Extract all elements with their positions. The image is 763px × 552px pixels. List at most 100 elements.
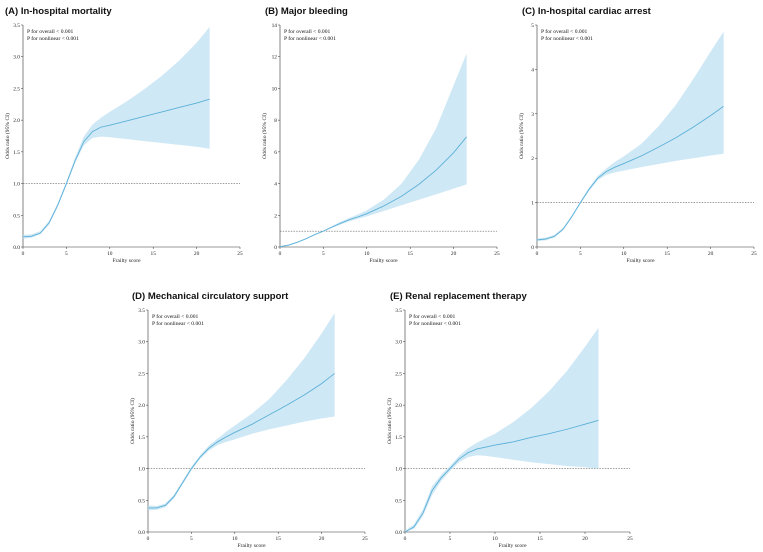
y-tick-label: 2.0 <box>395 403 402 409</box>
y-tick-label: 0.0 <box>13 245 20 251</box>
panel-mechanical-circulatory-support: (D) Mechanical circulatory support P for … <box>129 291 368 549</box>
x-axis-label: Frailty score <box>237 543 266 549</box>
x-tick-label: 20 <box>194 251 200 257</box>
y-tick-label: 1.0 <box>395 467 402 473</box>
odds-ratio-curve <box>536 105 724 241</box>
x-tick-label: 25 <box>751 251 757 257</box>
x-tick-label: 15 <box>151 251 157 257</box>
y-tick-label: 2.0 <box>138 403 145 409</box>
confidence-band <box>537 31 724 242</box>
confidence-band <box>405 327 599 532</box>
x-tick-label: 5 <box>449 536 452 542</box>
y-tick-label: 3.5 <box>138 308 145 314</box>
x-tick-label: 0 <box>404 536 407 542</box>
y-tick-label: 8 <box>274 118 277 124</box>
x-tick-label: 20 <box>582 536 588 542</box>
y-tick-label: 10 <box>272 86 278 92</box>
p-value-annotation: P for nonlinear < 0.001 <box>409 320 461 327</box>
x-tick-label: 5 <box>579 251 582 257</box>
y-tick-label: 1.0 <box>13 182 20 188</box>
y-tick-label: 0 <box>274 245 277 251</box>
y-tick-label: 2.5 <box>13 86 20 92</box>
y-axis-label: Odds ratio (95% CI) <box>129 398 136 444</box>
odds-ratio-curve <box>22 98 210 238</box>
y-axis-label: Odds ratio (95% CI) <box>261 113 268 159</box>
x-tick-label: 10 <box>492 536 498 542</box>
y-tick-label: 14 <box>272 23 278 29</box>
y-axis-label: Odds ratio (95% CI) <box>518 113 525 159</box>
y-axis-label: Odds ratio (95% CI) <box>386 398 393 444</box>
panel-in-hospital-mortality: (A) In-hospital mortality P for overall <… <box>4 6 243 264</box>
x-tick-label: 0 <box>536 251 539 257</box>
panel-renal-replacement-therapy: (E) Renal replacement therapy P for overa… <box>386 291 633 549</box>
y-tick-label: 3.0 <box>13 55 20 61</box>
x-axis-label: Frailty score <box>626 258 655 264</box>
x-tick-label: 20 <box>708 251 714 257</box>
x-tick-label: 20 <box>319 536 325 542</box>
panel-title: (A) In-hospital mortality <box>5 6 112 17</box>
x-tick-label: 10 <box>107 251 113 257</box>
y-tick-label: 1.5 <box>138 435 145 441</box>
y-tick-label: 2.5 <box>395 371 402 377</box>
y-tick-label: 3.0 <box>138 340 145 346</box>
x-tick-label: 15 <box>665 251 671 257</box>
confidence-band <box>280 53 467 247</box>
y-tick-label: 2 <box>531 156 534 162</box>
x-tick-label: 10 <box>621 251 627 257</box>
y-tick-label: 0.0 <box>395 530 402 536</box>
x-axis-label: Frailty score <box>112 258 141 264</box>
confidence-band <box>23 26 210 239</box>
p-value-annotation: P for nonlinear < 0.001 <box>27 35 79 42</box>
y-tick-label: 4 <box>531 67 534 73</box>
x-tick-label: 25 <box>237 251 243 257</box>
odds-ratio-curve <box>148 373 335 509</box>
p-value-annotation: P for overall < 0.001 <box>541 28 587 35</box>
x-tick-label: 10 <box>364 251 370 257</box>
y-tick-label: 1.5 <box>13 150 20 156</box>
y-tick-label: 5 <box>531 23 534 29</box>
x-tick-label: 25 <box>494 251 500 257</box>
p-value-annotation: P for overall < 0.001 <box>152 313 198 320</box>
y-tick-label: 1.0 <box>138 467 145 473</box>
y-tick-label: 12 <box>272 55 278 61</box>
p-value-annotation: P for overall < 0.001 <box>284 28 330 35</box>
x-tick-label: 5 <box>322 251 325 257</box>
x-axis-label: Frailty score <box>369 258 398 264</box>
panel-title: (D) Mechanical circulatory support <box>132 291 289 302</box>
panel-title: (E) Renal replacement therapy <box>390 291 527 302</box>
p-value-annotation: P for nonlinear < 0.001 <box>152 320 204 327</box>
x-tick-label: 0 <box>147 536 150 542</box>
y-axis-label: Odds ratio (95% CI) <box>4 113 11 159</box>
x-tick-label: 5 <box>65 251 68 257</box>
y-tick-label: 3.0 <box>395 340 402 346</box>
y-tick-label: 2.0 <box>13 118 20 124</box>
y-tick-label: 0.0 <box>138 530 145 536</box>
y-tick-label: 0.5 <box>13 213 20 219</box>
y-tick-label: 2.5 <box>138 371 145 377</box>
panel-title: (B) Major bleeding <box>265 6 348 17</box>
x-tick-label: 25 <box>627 536 633 542</box>
panel-major-bleeding: (B) Major bleeding P for overall < 0.001P… <box>261 6 500 264</box>
y-tick-label: 0 <box>531 245 534 251</box>
y-tick-label: 0.5 <box>395 498 402 504</box>
y-tick-label: 3.5 <box>395 308 402 314</box>
x-tick-label: 0 <box>279 251 282 257</box>
panel-cardiac-arrest: (C) In-hospital cardiac arrest P for over… <box>518 6 757 264</box>
y-tick-label: 1 <box>531 201 534 207</box>
y-tick-label: 3 <box>531 112 534 118</box>
x-tick-label: 25 <box>362 536 368 542</box>
x-tick-label: 0 <box>22 251 25 257</box>
y-tick-label: 2 <box>274 213 277 219</box>
x-tick-label: 15 <box>537 536 543 542</box>
odds-ratio-curve <box>279 136 467 248</box>
x-tick-label: 5 <box>190 536 193 542</box>
y-tick-label: 0.5 <box>138 498 145 504</box>
p-value-annotation: P for overall < 0.001 <box>27 28 73 35</box>
x-axis-label: Frailty score <box>498 543 527 549</box>
p-value-annotation: P for nonlinear < 0.001 <box>541 35 593 42</box>
x-tick-label: 15 <box>408 251 414 257</box>
panel-title: (C) In-hospital cardiac arrest <box>522 6 652 17</box>
confidence-band <box>148 313 335 511</box>
p-value-annotation: P for overall < 0.001 <box>409 313 455 320</box>
